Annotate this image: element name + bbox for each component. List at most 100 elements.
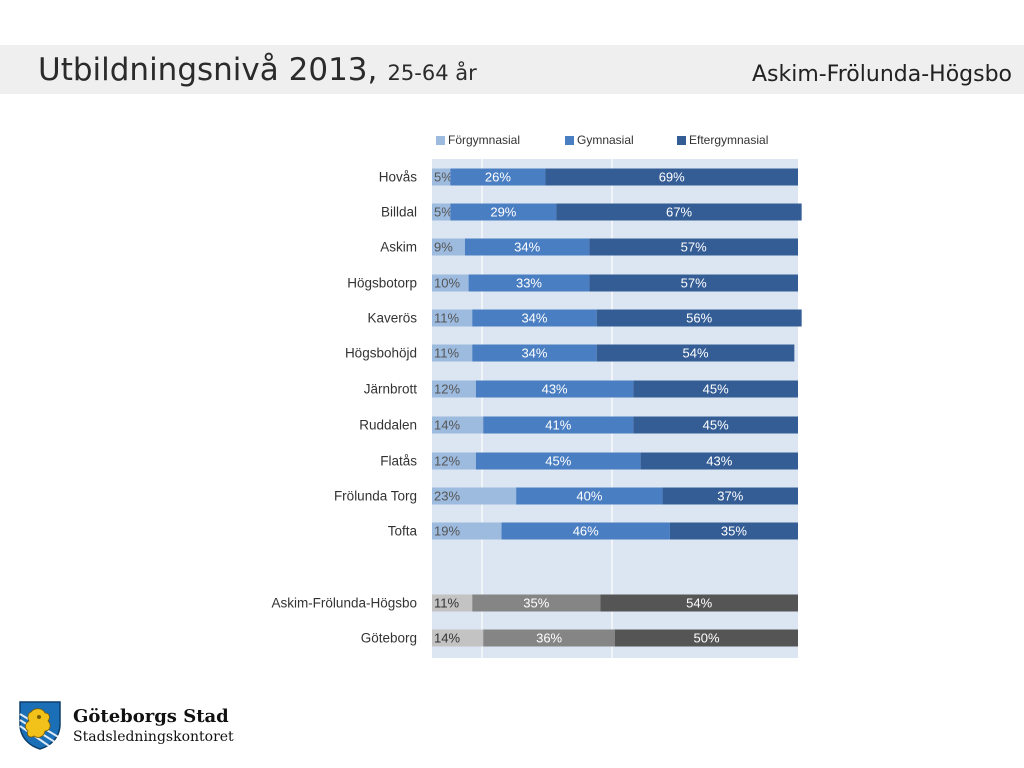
logo: Göteborgs Stad Stadsledningskontoret [18, 700, 258, 756]
data-label-forgymnasial-tofta: 19% [434, 524, 460, 539]
bar-forgymnasial-billdal [432, 203, 451, 221]
bar-forgymnasial-askim-frolunda-hogsbo [432, 594, 473, 612]
bar-forgymnasial-jarnbrott [432, 380, 476, 398]
data-label-eftergymnasial-hogsbotorp: 57% [681, 276, 707, 291]
category-label-jarnbrott: Järnbrott [364, 382, 418, 397]
category-label-askim: Askim [380, 240, 417, 255]
data-label-forgymnasial-askim-frolunda-hogsbo: 11% [434, 596, 459, 611]
bar-gymnasial-frolunda-torg [516, 487, 663, 505]
bar-forgymnasial-ruddalen [432, 416, 484, 434]
bar-eftergymnasial-hogsbohojd [596, 344, 795, 362]
data-label-forgymnasial-hogsbotorp: 10% [434, 276, 460, 291]
logo-name: Göteborgs Stad [73, 706, 229, 727]
data-label-eftergymnasial-askim: 57% [681, 240, 707, 255]
data-label-gymnasial-askim-frolunda-hogsbo: 35% [523, 596, 549, 611]
data-label-eftergymnasial-goteborg: 50% [693, 631, 719, 646]
bar-gymnasial-jarnbrott [475, 380, 634, 398]
data-label-gymnasial-ruddalen: 41% [545, 418, 571, 433]
logo-text: Göteborgs Stad Stadsledningskontoret [73, 706, 234, 745]
data-label-eftergymnasial-jarnbrott: 45% [703, 382, 729, 397]
bar-forgymnasial-kaveros [432, 309, 473, 327]
data-label-eftergymnasial-hogsbohojd: 54% [683, 346, 709, 361]
data-label-gymnasial-billdal: 29% [490, 205, 516, 220]
legend-swatch-gymnasial [565, 136, 574, 145]
data-label-eftergymnasial-tofta: 35% [721, 524, 747, 539]
data-label-eftergymnasial-ruddalen: 45% [703, 418, 729, 433]
bar-forgymnasial-hogsbohojd [432, 344, 473, 362]
title-band [0, 45, 1024, 94]
page-title: Utbildningsnivå 2013, 25-64 år [38, 50, 477, 88]
data-label-gymnasial-jarnbrott: 43% [542, 382, 568, 397]
data-label-eftergymnasial-askim-frolunda-hogsbo: 54% [686, 596, 712, 611]
data-label-forgymnasial-hovas: 5% [434, 170, 453, 185]
data-label-forgymnasial-hogsbohojd: 11% [434, 346, 459, 361]
category-label-billdal: Billdal [381, 205, 417, 220]
data-label-forgymnasial-askim: 9% [434, 240, 453, 255]
bar-eftergymnasial-billdal [556, 203, 802, 221]
legend-label-eftergymnasial: Eftergymnasial [689, 133, 769, 147]
data-label-forgymnasial-ruddalen: 14% [434, 418, 460, 433]
data-label-gymnasial-hogsbotorp: 33% [516, 276, 542, 291]
bar-eftergymnasial-goteborg [615, 629, 798, 647]
bar-gymnasial-hogsbohojd [472, 344, 597, 362]
data-label-forgymnasial-flatas: 12% [434, 454, 460, 469]
category-label-tofta: Tofta [388, 524, 418, 539]
category-label-hovas: Hovås [379, 170, 418, 185]
bar-forgymnasial-flatas [432, 452, 476, 470]
bar-gymnasial-askim-frolunda-hogsbo [472, 594, 601, 612]
bar-eftergymnasial-jarnbrott [633, 380, 798, 398]
category-label-kaveros: Kaverös [367, 311, 417, 326]
plot-area [432, 159, 798, 658]
bar-forgymnasial-askim [432, 238, 465, 256]
data-label-forgymnasial-jarnbrott: 12% [434, 382, 460, 397]
bar-eftergymnasial-tofta [669, 522, 798, 540]
bar-gymnasial-askim [464, 238, 590, 256]
category-label-hogsbotorp: Högsbotorp [347, 276, 417, 291]
data-label-forgymnasial-frolunda-torg: 23% [434, 489, 460, 504]
coat-of-arms-icon [19, 701, 61, 750]
bar-eftergymnasial-flatas [640, 452, 798, 470]
data-label-gymnasial-hovas: 26% [485, 170, 511, 185]
data-label-gymnasial-flatas: 45% [545, 454, 571, 469]
bar-eftergymnasial-kaveros [596, 309, 802, 327]
bar-gymnasial-flatas [475, 452, 641, 470]
category-label-frolunda-torg: Frölunda Torg [334, 489, 417, 504]
data-label-gymnasial-goteborg: 36% [536, 631, 562, 646]
bar-gymnasial-hovas [450, 168, 546, 186]
data-label-forgymnasial-goteborg: 14% [434, 631, 460, 646]
data-label-eftergymnasial-kaveros: 56% [686, 311, 712, 326]
data-label-gymnasial-hogsbohojd: 34% [521, 346, 547, 361]
legend-label-gymnasial: Gymnasial [577, 133, 634, 147]
bar-gymnasial-kaveros [472, 309, 597, 327]
data-label-gymnasial-frolunda-torg: 40% [576, 489, 602, 504]
bar-eftergymnasial-askim [589, 238, 798, 256]
legend-swatch-forgymnasial [436, 136, 445, 145]
bar-gymnasial-ruddalen [483, 416, 634, 434]
bar-eftergymnasial-askim-frolunda-hogsbo [600, 594, 798, 612]
category-label-goteborg: Göteborg [361, 631, 417, 646]
bar-gymnasial-goteborg [483, 629, 615, 647]
data-label-forgymnasial-billdal: 5% [434, 205, 453, 220]
category-label-ruddalen: Ruddalen [359, 418, 417, 433]
bar-eftergymnasial-hovas [545, 168, 798, 186]
bar-eftergymnasial-frolunda-torg [662, 487, 798, 505]
legend-label-forgymnasial: Förgymnasial [448, 133, 521, 147]
bar-forgymnasial-tofta [432, 522, 502, 540]
legend-item-eftergymnasial: Eftergymnasial [677, 133, 768, 147]
bar-forgymnasial-hogsbotorp [432, 274, 469, 292]
title-main: Utbildningsnivå 2013, [38, 52, 378, 88]
bar-gymnasial-billdal [450, 203, 557, 221]
category-label-askim-frolunda-hogsbo: Askim-Frölunda-Högsbo [271, 596, 417, 611]
logo-department: Stadsledningskontoret [73, 729, 234, 745]
legend-item-forgymnasial: Förgymnasial [436, 133, 520, 147]
data-label-eftergymnasial-hovas: 69% [659, 170, 685, 185]
data-label-gymnasial-kaveros: 34% [521, 311, 547, 326]
data-label-gymnasial-tofta: 46% [573, 524, 599, 539]
title-subtitle: 25-64 år [387, 61, 477, 85]
legend-item-gymnasial: Gymnasial [565, 133, 634, 147]
bar-gymnasial-hogsbotorp [468, 274, 590, 292]
category-label-hogsbohojd: Högsbohöjd [345, 346, 417, 361]
bar-gymnasial-tofta [501, 522, 670, 540]
category-label-flatas: Flatås [380, 454, 417, 469]
